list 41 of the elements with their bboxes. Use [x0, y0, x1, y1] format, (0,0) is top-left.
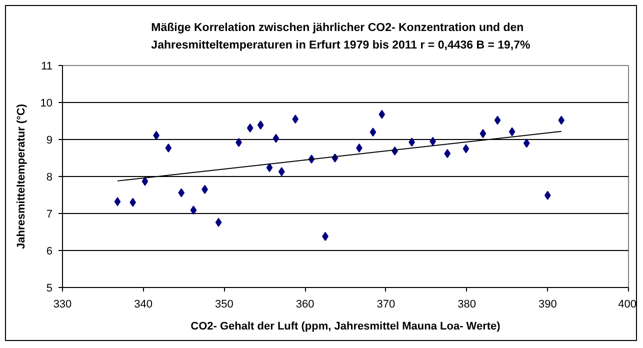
point: [378, 110, 386, 119]
point: [272, 134, 280, 143]
point: [480, 129, 486, 138]
y-tick-label: 10: [40, 98, 53, 110]
point: [523, 138, 530, 148]
point: [142, 176, 148, 186]
point: [370, 128, 376, 137]
y-tick-label: 7: [46, 208, 53, 220]
point: [278, 167, 285, 176]
point: [257, 120, 264, 130]
y-tick-label: 11: [41, 60, 53, 72]
y-tick-label: 5: [46, 282, 53, 294]
point: [508, 127, 516, 136]
point: [215, 218, 222, 227]
point: [544, 190, 551, 200]
point: [292, 114, 299, 124]
point: [444, 149, 451, 158]
x-axis-title: CO2- Gehalt der Luft (ppm, Jahresmittel Mauna Loa- Werte): [190, 320, 501, 332]
x-tick-label: 400: [618, 298, 637, 310]
y-tick-label: 6: [46, 246, 53, 258]
point: [494, 116, 501, 125]
x-tick-label: 340: [134, 298, 153, 310]
y-tick-label: 8: [46, 172, 53, 184]
point: [558, 116, 565, 125]
point: [266, 163, 273, 172]
x-tick-label: 380: [458, 298, 476, 310]
x-tick-label: 330: [53, 298, 72, 310]
point: [165, 144, 172, 153]
point: [246, 124, 254, 133]
point: [462, 144, 470, 154]
x-tick-label: 360: [296, 298, 314, 310]
point: [178, 188, 185, 198]
point: [114, 197, 121, 206]
x-tick-label: 390: [538, 298, 557, 310]
chart-title: Mäßige Korrelation zwischen jährlicher CO2- Konzentration und den Jahresmitteltemperaturen in Erfurt 1979 bis 2011 r = 0,4436 B = 19,7%: [151, 22, 530, 52]
y-axis-title: Jahresmitteltemperatur (°C): [15, 104, 28, 249]
point: [130, 198, 136, 207]
point: [190, 206, 197, 215]
x-tick-label: 350: [215, 298, 234, 310]
y-tick-label: 9: [46, 134, 53, 146]
x-tick-label: 370: [376, 298, 396, 310]
